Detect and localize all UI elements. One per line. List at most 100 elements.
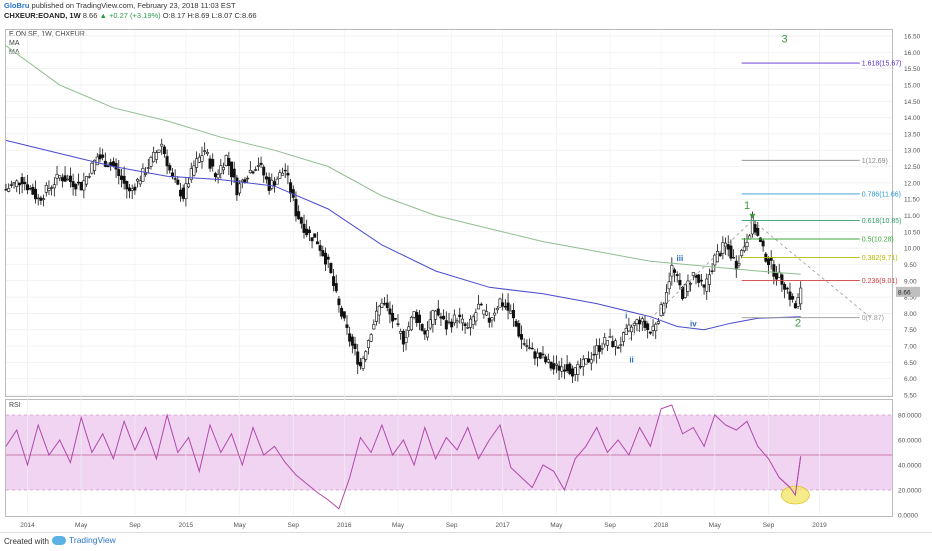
candle-body <box>525 345 529 347</box>
candle-body <box>573 367 577 375</box>
candle-body <box>697 274 701 283</box>
legend-ma-1[interactable]: MA <box>9 40 20 47</box>
candle-body <box>417 314 421 323</box>
time-tick-label: 2018 <box>654 522 669 529</box>
candle-body <box>530 347 534 350</box>
candle-body <box>329 262 333 274</box>
candle-body <box>686 280 690 292</box>
candle-body <box>235 177 239 196</box>
candle-body <box>125 180 129 190</box>
candle-body <box>208 158 212 169</box>
price-pane[interactable] <box>5 29 893 397</box>
candle-body <box>205 152 209 154</box>
time-tick-label: 2016 <box>337 522 352 529</box>
author-name[interactable]: GloBru <box>4 1 30 10</box>
candle-body <box>737 263 741 266</box>
rsi-line <box>5 404 802 510</box>
candle-body <box>162 146 166 155</box>
candle-body <box>436 308 440 316</box>
candle-body <box>128 187 132 192</box>
candle-body <box>603 337 607 345</box>
candle-body <box>259 162 263 165</box>
candle-body <box>474 312 478 322</box>
candle-body <box>710 270 714 272</box>
candle-body <box>240 179 244 182</box>
candle-body <box>691 272 695 276</box>
published-text: published on TradingView.com, February 2… <box>29 1 236 10</box>
tradingview-logo[interactable]: TradingView <box>52 535 116 545</box>
candle-body <box>130 188 134 191</box>
fib-level-label: 0.786(11.66) <box>862 191 901 198</box>
candle-body <box>560 366 564 372</box>
price-tick-label: 14.00 <box>904 115 921 122</box>
candle-body <box>117 169 121 177</box>
time-tick-label: May <box>709 522 722 529</box>
candle-body <box>383 303 387 305</box>
candle-body <box>471 316 475 325</box>
price-tick-label: 12.00 <box>904 180 921 187</box>
candle-body <box>643 320 647 328</box>
candle-body <box>195 158 199 168</box>
candle-body <box>63 175 67 182</box>
candle-body <box>756 227 760 236</box>
candle-body <box>707 274 711 285</box>
candle-body <box>192 165 196 176</box>
candle-body <box>103 160 107 167</box>
candle-body <box>136 179 140 182</box>
candle-body <box>522 343 526 345</box>
candle-body <box>608 336 612 338</box>
candle-body <box>66 178 70 181</box>
fib-level-label: 0.618(10.85) <box>862 218 902 225</box>
candle-body <box>230 161 234 178</box>
price-tick-label: 8.00 <box>904 311 917 318</box>
candle-body <box>552 363 556 370</box>
candle-body <box>342 311 346 319</box>
candle-body <box>761 240 765 247</box>
candle-body <box>12 182 16 185</box>
candle-body <box>34 188 38 200</box>
candle-body <box>772 264 776 277</box>
rsi-tick-label: 0.0000 <box>898 513 918 520</box>
trend-line-up <box>628 220 753 340</box>
candle-body <box>270 179 274 189</box>
candle-body <box>310 237 314 242</box>
time-tick-label: 2017 <box>495 522 510 529</box>
chart-canvas[interactable]: 5.506.006.507.007.508.008.509.009.5010.0… <box>0 0 932 532</box>
candle-body <box>348 333 352 342</box>
candle-body <box>286 172 290 176</box>
candle-body <box>227 158 231 166</box>
candle-body <box>426 330 430 338</box>
candle-body <box>549 361 553 369</box>
candle-body <box>622 332 626 342</box>
candle-body <box>299 217 303 224</box>
candle-body <box>361 357 365 369</box>
candle-body <box>144 173 148 175</box>
candle-body <box>640 318 644 323</box>
candle-body <box>321 250 325 257</box>
candle-body <box>799 287 803 305</box>
candle-body <box>571 368 575 377</box>
price-tick-label: 9.50 <box>904 262 917 269</box>
candle-body <box>272 181 276 186</box>
candle-body <box>584 358 588 365</box>
candle-body <box>718 253 722 257</box>
legend-rsi[interactable]: RSI <box>9 402 21 409</box>
rsi-pane[interactable] <box>5 399 893 517</box>
rsi-line-tail <box>778 456 802 497</box>
candle-body <box>157 149 161 153</box>
candle-body <box>181 187 185 199</box>
legend-title: E.ON SE, 1W, CHXEUR <box>9 31 85 38</box>
price-tick-label: 10.00 <box>904 246 921 253</box>
time-tick-label: Sep <box>763 522 775 529</box>
candle-body <box>176 179 180 185</box>
candle-body <box>538 352 542 359</box>
price-tick-label: 8.50 <box>904 295 917 302</box>
candle-body <box>450 321 454 328</box>
fib-level-label: 1(12.69) <box>862 158 888 165</box>
ma-fast-line <box>5 139 801 331</box>
time-tick-label: 2019 <box>812 522 827 529</box>
candle-body <box>264 176 268 180</box>
candle-body <box>581 358 585 367</box>
candle-body <box>213 173 217 178</box>
candle-body <box>52 184 56 189</box>
